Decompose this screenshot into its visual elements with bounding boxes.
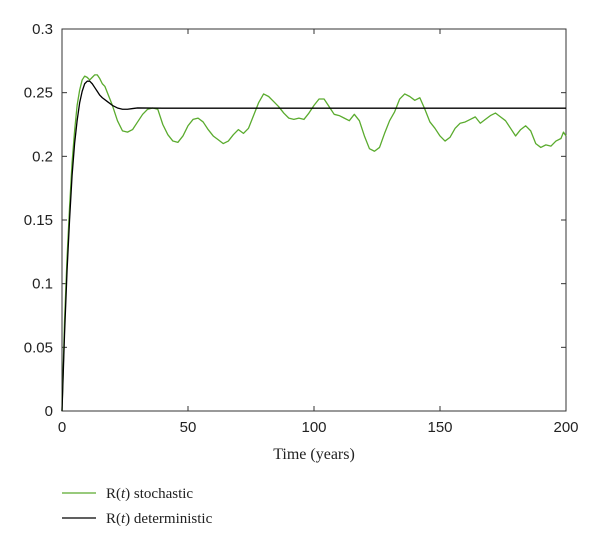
x-tick-label: 150 xyxy=(427,419,452,436)
y-tick-label: 0.1 xyxy=(32,276,53,293)
y-tick-label: 0.2 xyxy=(32,148,53,165)
x-tick-label: 0 xyxy=(58,419,66,436)
plot-frame xyxy=(61,28,567,412)
x-axis-title: Time (years) xyxy=(273,446,355,463)
legend-label-deterministic: R(t) deterministic xyxy=(106,511,213,527)
x-tick-label: 100 xyxy=(301,419,326,436)
x-tick-label: 50 xyxy=(180,419,197,436)
series-lines xyxy=(61,74,567,412)
y-tick-label: 0.3 xyxy=(32,21,53,38)
y-tick-label: 0.05 xyxy=(24,339,53,356)
y-tick-label: 0.15 xyxy=(24,212,53,229)
x-tick-label: 200 xyxy=(553,419,578,436)
y-tick-label: 0.25 xyxy=(24,85,53,102)
y-tick-label: 0 xyxy=(45,403,53,420)
legend-label-stochastic: R(t) stochastic xyxy=(106,486,193,502)
deterministic-series-line xyxy=(61,80,566,412)
legend: R(t) stochastic R(t) deterministic xyxy=(62,486,213,527)
stochastic-series-line xyxy=(61,74,567,412)
axis-ticks xyxy=(61,28,567,412)
axis-tick-labels: 0 50 100 150 200 0 0.05 0.1 0.15 0.2 0.25 0.3 xyxy=(24,21,579,436)
